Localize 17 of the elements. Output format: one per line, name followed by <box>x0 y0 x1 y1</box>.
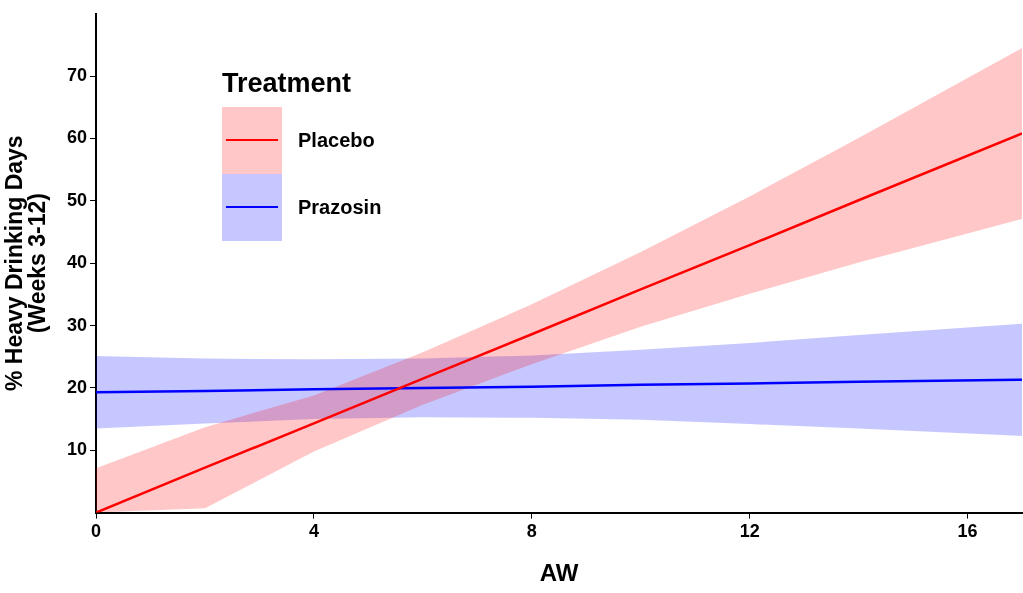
y-tick-label: 40 <box>66 252 88 273</box>
legend-label: Prazosin <box>298 196 382 219</box>
y-tick-label: 50 <box>66 189 88 210</box>
y-tick-label: 60 <box>66 127 88 148</box>
x-tick-label: 4 <box>308 521 319 542</box>
x-tick-label: 16 <box>957 521 978 542</box>
y-tick-label: 10 <box>66 439 88 460</box>
y-tick-label: 70 <box>66 65 88 86</box>
legend-title: Treatment <box>222 68 353 99</box>
x-tick-label: 12 <box>739 521 760 542</box>
y-tick-label: 30 <box>66 314 88 335</box>
legend-label: Placebo <box>298 129 375 152</box>
y-tick-label: 20 <box>66 376 88 397</box>
x-tick-label: 0 <box>91 521 102 542</box>
y-axis-title: % Heavy Drinking Days (Weeks 3-12) <box>0 135 50 392</box>
x-tick-label: 8 <box>526 521 537 542</box>
x-axis-title: AW <box>539 559 579 587</box>
